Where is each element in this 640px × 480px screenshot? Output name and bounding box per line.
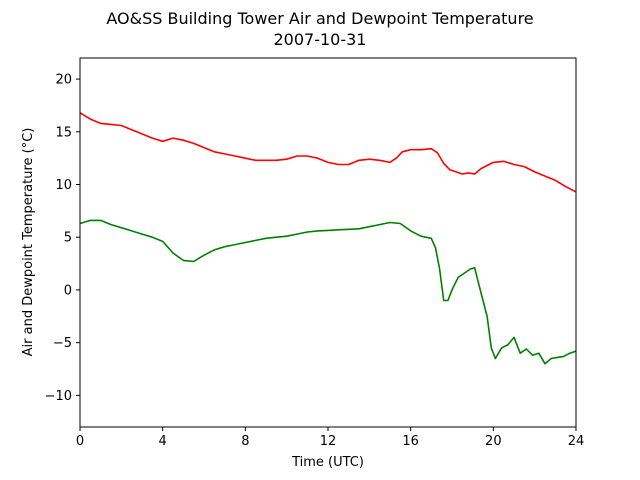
y-axis-label: Air and Dewpoint Temperature (°C) (21, 128, 36, 357)
x-tick-label: 20 (485, 434, 502, 449)
y-axis: −10 −5 0 5 10 15 20 (45, 73, 80, 404)
y-tick-label: 0 (64, 283, 72, 298)
y-tick-label: 10 (55, 178, 72, 193)
x-tick-label: 0 (76, 434, 84, 449)
y-tick-label: 15 (55, 125, 72, 140)
x-axis-label: Time (UTC) (291, 455, 364, 470)
chart-subtitle: 2007-10-31 (274, 30, 367, 49)
y-tick-label: 20 (55, 73, 72, 88)
x-tick-label: 12 (320, 434, 337, 449)
x-axis: 0 4 8 12 16 20 24 (76, 427, 584, 449)
series-layer (79, 112, 577, 365)
y-tick-label: 5 (64, 231, 72, 246)
x-tick-label: 4 (159, 434, 167, 449)
x-tick-label: 24 (568, 434, 585, 449)
x-tick-label: 16 (402, 434, 419, 449)
chart-title: AO&SS Building Tower Air and Dewpoint Te… (106, 9, 533, 28)
x-tick-label: 8 (241, 434, 249, 449)
y-tick-label: −10 (45, 389, 72, 404)
series-line-1 (79, 219, 577, 365)
series-line-0 (79, 112, 577, 193)
y-tick-label: −5 (53, 336, 72, 351)
plot-frame (79, 57, 577, 428)
